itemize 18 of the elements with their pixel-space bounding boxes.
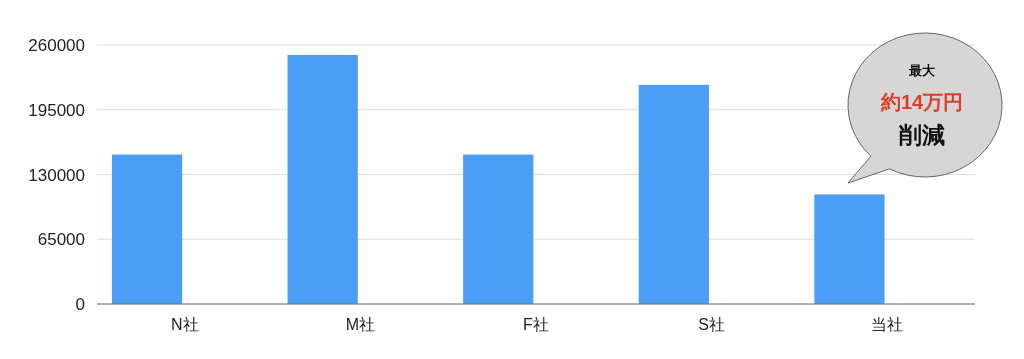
y-tick-label: 260000 <box>28 36 85 55</box>
y-tick-label: 0 <box>75 295 85 314</box>
annotation: 約14万円 <box>879 91 964 113</box>
bar <box>287 54 358 304</box>
bar <box>638 84 709 304</box>
x-tick-label: M社 <box>345 316 376 333</box>
y-tick-label: 195000 <box>28 100 85 120</box>
y-tick-label: 65000 <box>37 230 85 250</box>
x-tick-label: F社 <box>523 316 549 333</box>
x-tick-label: N社 <box>171 316 199 333</box>
bar <box>814 194 885 304</box>
x-tick-label: S社 <box>698 316 725 333</box>
bar <box>111 154 183 304</box>
annotation: 最大 <box>908 63 936 78</box>
x-tick-label: 当社 <box>871 316 904 333</box>
bar <box>463 154 534 304</box>
y-tick-label: 130000 <box>28 165 85 185</box>
annotation: 削減 <box>898 122 945 148</box>
